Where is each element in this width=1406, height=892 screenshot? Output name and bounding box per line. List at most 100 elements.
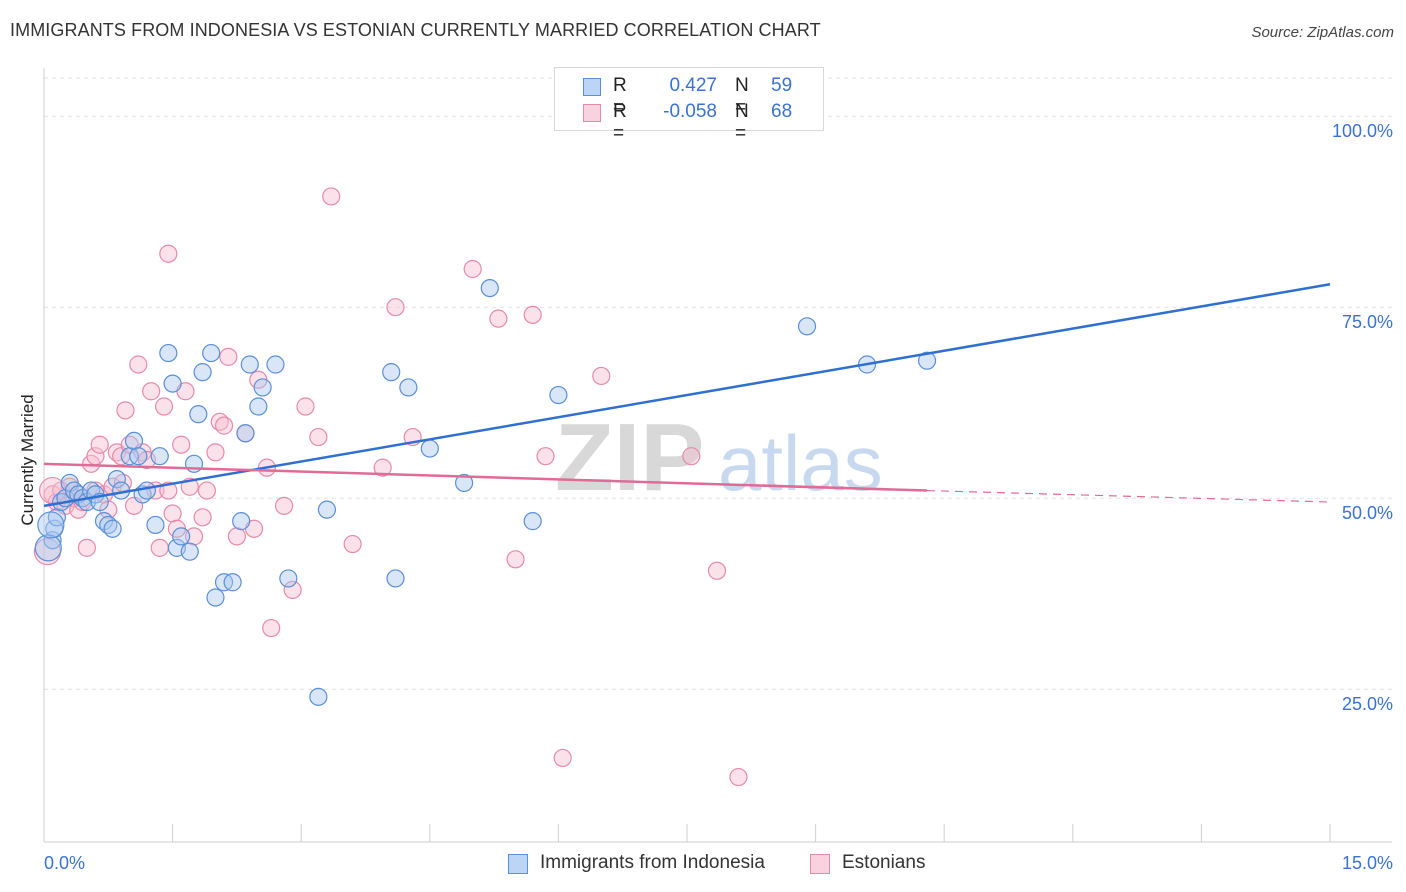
estonians-point: [129, 355, 148, 374]
indonesia-point: [386, 569, 405, 588]
indonesia-point: [236, 424, 255, 443]
indonesia-trendline: [43, 283, 1331, 508]
y-axis-label: Currently Married: [18, 394, 37, 525]
bottom-legend-swatch-blue: [508, 854, 528, 874]
indonesia-point: [420, 439, 439, 458]
estonians-point: [150, 538, 169, 557]
indonesia-point: [159, 343, 178, 363]
watermark-atlas: atlas: [718, 419, 883, 507]
indonesia-point: [129, 447, 148, 466]
estonians-point: [163, 504, 182, 523]
estonians-point: [90, 435, 109, 454]
estonians-point: [309, 427, 328, 447]
legend-n-label: N =: [735, 101, 749, 144]
indonesia-point: [480, 279, 499, 298]
indonesia-point: [103, 519, 122, 538]
estonians-point: [463, 259, 482, 279]
legend-n-label: N =: [735, 75, 749, 118]
legend-r-value: 0.427: [669, 75, 717, 96]
legend-swatch-pink: [583, 104, 601, 122]
legend-swatch-blue: [583, 78, 601, 96]
indonesia-point: [240, 355, 259, 374]
indonesia-point: [279, 569, 298, 588]
indonesia-point: [317, 500, 337, 519]
indonesia-point-large: [34, 534, 62, 562]
axis-layer: 25.0% 50.0% 75.0% 100.0% 0.0% 15.0% Currently …: [18, 68, 1393, 873]
estonians-point: [214, 416, 234, 435]
source-label: Source: ZipAtlas.com: [1251, 24, 1394, 41]
indonesia-point: [309, 687, 328, 706]
bottom-legend-swatch-pink: [810, 854, 830, 874]
stats-legend: R = 0.427 N = 59 R = -0.058 N = 68: [554, 67, 824, 144]
estonians-point: [154, 397, 174, 416]
estonians-trendline: [43, 462, 928, 492]
legend-n-value: 59: [771, 75, 793, 96]
legend-r-label: R =: [613, 75, 627, 118]
estonians-point: [77, 538, 96, 557]
indonesia-point: [253, 378, 272, 397]
watermark: ZIP atlas: [555, 404, 883, 511]
bottom-legend-label: Immigrants from Indonesia: [540, 852, 765, 873]
estonians-point: [536, 447, 555, 466]
estonians-point: [227, 527, 246, 546]
indonesia-point: [193, 363, 212, 382]
estonians-point: [116, 401, 135, 420]
y-tick-label: 75.0%: [1342, 312, 1393, 332]
indonesia-point: [917, 351, 937, 370]
estonians-point: [373, 458, 392, 477]
indonesia-point-large: [37, 511, 65, 539]
estonians-point: [506, 550, 525, 569]
estonians-point: [553, 748, 572, 768]
estonians-point: [296, 397, 315, 416]
estonians-point: [343, 534, 362, 554]
estonians-point: [322, 187, 341, 206]
indonesia-point: [163, 374, 182, 393]
trend-layer: [43, 283, 1331, 508]
indonesia-point: [382, 363, 401, 382]
points-layer: [33, 187, 937, 787]
chart-title: IMMIGRANTS FROM INDONESIA VS ESTONIAN CU…: [10, 20, 821, 40]
y-tick-label: 100.0%: [1332, 121, 1393, 141]
indonesia-point: [266, 355, 285, 374]
estonians-point: [729, 767, 748, 787]
estonians-point: [592, 366, 611, 386]
indonesia-point: [454, 473, 474, 493]
estonians-point: [206, 443, 225, 462]
indonesia-point: [124, 431, 144, 450]
y-tick-label: 25.0%: [1342, 694, 1393, 714]
estonians-point: [386, 298, 405, 317]
estonians-point: [172, 435, 191, 454]
estonians-point: [707, 561, 727, 580]
estonians-point: [489, 309, 508, 328]
indonesia-point: [523, 512, 542, 531]
estonians-point: [197, 481, 216, 500]
indonesia-point: [249, 397, 268, 416]
bottom-legend-label: Estonians: [842, 852, 926, 873]
watermark-zip: ZIP: [555, 404, 704, 511]
indonesia-point: [189, 405, 208, 424]
indonesia-point: [232, 512, 251, 531]
estonians-point: [523, 305, 542, 324]
x-tick-label: 0.0%: [44, 853, 85, 873]
legend-r-value: -0.058: [663, 101, 717, 122]
indonesia-point: [150, 447, 169, 466]
estonians-point: [283, 580, 302, 599]
x-tick-label: 15.0%: [1342, 853, 1393, 873]
indonesia-point: [172, 527, 191, 546]
estonians-point: [219, 347, 238, 366]
indonesia-point: [399, 378, 418, 397]
estonians-point: [193, 508, 212, 527]
estonians-point: [682, 447, 701, 466]
indonesia-point: [137, 481, 156, 500]
estonians-point: [159, 244, 178, 263]
indonesia-point: [146, 515, 165, 535]
indonesia-point: [797, 317, 817, 336]
legend-r-label: R =: [613, 101, 627, 144]
estonians-point: [142, 382, 161, 401]
estonians-point: [262, 618, 281, 638]
legend-n-value: 68: [771, 101, 793, 122]
indonesia-point: [180, 542, 199, 561]
y-tick-label: 50.0%: [1342, 503, 1393, 523]
indonesia-point: [223, 573, 242, 592]
